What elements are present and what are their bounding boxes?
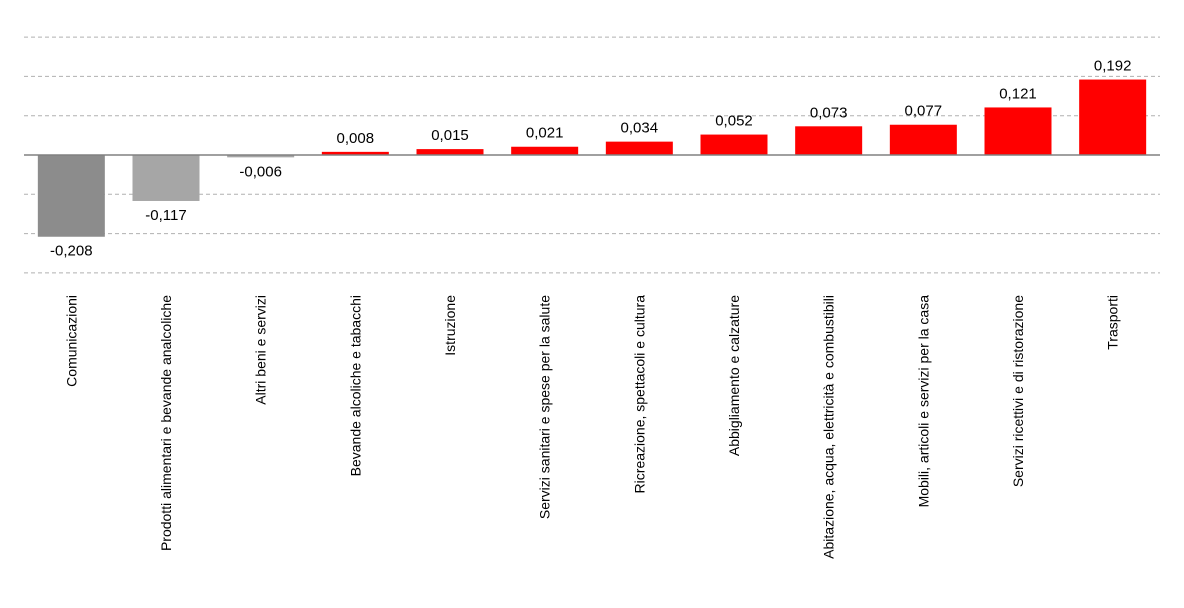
value-label: 0,021	[526, 125, 564, 142]
category-label: Istruzione	[442, 295, 458, 356]
category-label: Bevande alcoliche e tabacchi	[347, 295, 363, 476]
bars	[37, 79, 1147, 237]
category-label: Abitazione, acqua, elettricità e combust…	[821, 295, 837, 559]
value-label: 0,121	[999, 85, 1037, 102]
category-label: Ricreazione, spettacoli e cultura	[631, 295, 647, 494]
bar	[132, 155, 200, 201]
gridlines	[24, 36, 1160, 274]
value-label: 0,077	[905, 103, 943, 120]
bar	[511, 146, 579, 155]
bar	[37, 155, 105, 237]
value-label: 0,073	[810, 104, 848, 121]
bar	[321, 151, 389, 155]
value-labels: -0,208 -0,117 -0,006 0,008 0,015 0,021 0,034 0,…	[50, 58, 1131, 260]
bar	[227, 155, 295, 158]
value-label: 0,015	[431, 127, 469, 144]
value-label: -0,006	[239, 163, 282, 180]
bar	[984, 107, 1052, 155]
bar	[889, 124, 957, 155]
category-label: Servizi sanitari e spese per la salute	[537, 295, 553, 519]
category-label: Mobili, articoli e servizi per la casa	[915, 295, 931, 508]
category-label: Servizi ricettivi e di ristorazione	[1010, 295, 1026, 487]
value-label: 0,052	[715, 113, 753, 130]
value-label: 0,192	[1094, 58, 1132, 75]
bar	[416, 149, 484, 155]
category-labels: Comunicazioni Prodotti alimentari e bevan…	[63, 295, 1120, 559]
bar	[605, 141, 673, 155]
category-label: Altri beni e servizi	[253, 295, 269, 405]
category-label: Comunicazioni	[63, 295, 79, 387]
category-label: Prodotti alimentari e bevande analcolich…	[158, 295, 174, 551]
bar	[1079, 79, 1147, 155]
bar	[700, 134, 768, 155]
category-label: Trasporti	[1105, 295, 1121, 350]
value-label: 0,034	[621, 120, 659, 137]
value-label: -0,208	[50, 243, 93, 260]
category-label: Abbigliamento e calzature	[726, 295, 742, 456]
value-label: -0,117	[145, 207, 186, 224]
bar	[795, 126, 863, 155]
value-label: 0,008	[337, 130, 375, 147]
